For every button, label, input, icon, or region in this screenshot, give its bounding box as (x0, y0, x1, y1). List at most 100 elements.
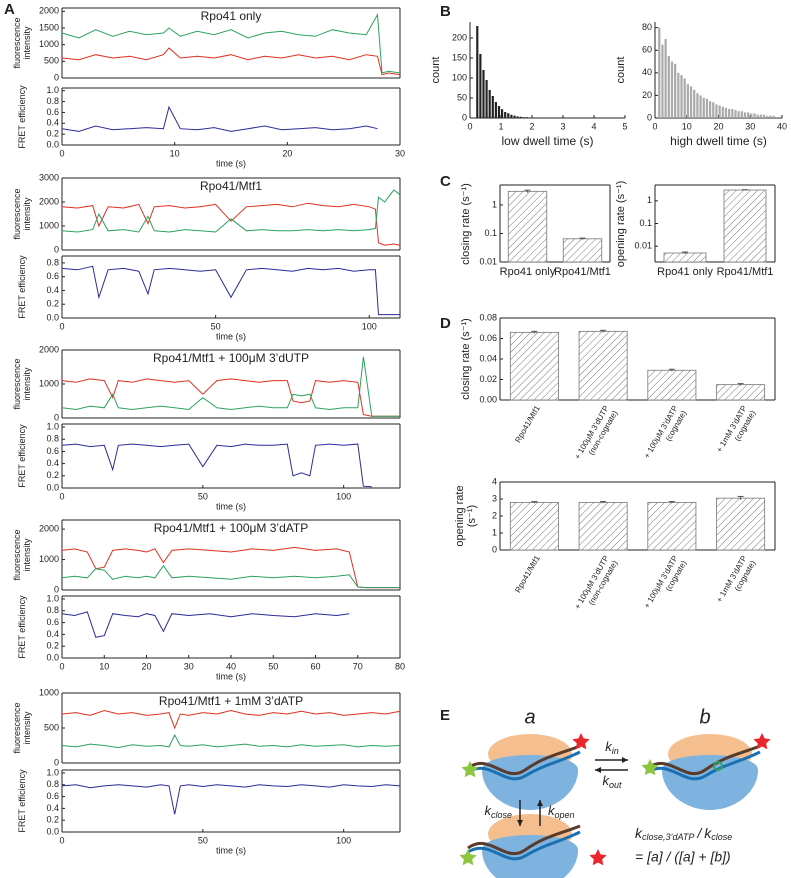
chart-title: Rpo41/Mtf1 + 1mM 3’dATP (159, 694, 303, 708)
bar (479, 54, 482, 118)
trace (61, 189, 401, 233)
bar (737, 111, 740, 118)
trace (61, 13, 401, 74)
bar (778, 116, 782, 118)
panel-label: A (4, 1, 15, 18)
x-axis-label: time (s) (216, 671, 246, 681)
plot: 0.00.2 0.4 0.6 0.8 1.0 0 10 20 30 40 50 60 70 80 time … (46, 593, 405, 681)
x-tick-label: 1 (498, 121, 503, 131)
x-tick-label: 50 (198, 835, 208, 845)
rate-label: kin (605, 739, 619, 756)
x-tick-label: 40 (226, 661, 236, 671)
bar (750, 113, 753, 118)
chart-title: Rpo41 only (201, 9, 262, 23)
y-tick-label: 0.8 (46, 434, 59, 444)
y-tick-label: 1 (647, 195, 652, 205)
state-label: a (524, 706, 535, 728)
error-bar (668, 368, 675, 372)
x-tick-label: 0 (652, 121, 657, 131)
y-tick-label: 0 (54, 757, 59, 767)
y-tick-label: 0.2 (46, 815, 59, 825)
bar (708, 101, 712, 118)
error-bar (524, 189, 531, 193)
error-bar (531, 330, 538, 334)
y-tick-label: 0 (54, 412, 59, 422)
y-tick-label: 100 (452, 72, 467, 82)
trace (61, 356, 400, 417)
x-tick-label: 20 (282, 148, 292, 158)
y-tick-label: 0.0 (46, 826, 59, 836)
bar (712, 102, 715, 118)
y-tick-label: 150 (452, 52, 467, 62)
y-tick-label: 0.08 (479, 312, 497, 322)
trace (61, 47, 401, 76)
plot: 0 1 2 3 4 (492, 476, 776, 554)
y-axis-label: opening rate (s⁻¹) (454, 485, 478, 547)
ratio-part: k (635, 825, 643, 841)
diagram: a b kin kout kclose kopen kclose,3’dATP /… (459, 706, 771, 878)
y-tick-label: 2000 (39, 344, 59, 354)
y-tick-label: 1500 (39, 22, 59, 32)
bar (743, 112, 747, 118)
y-tick-label: 0.8 (46, 257, 59, 267)
error-bar (579, 237, 586, 240)
x-tick-label: 10 (99, 661, 109, 671)
bar (667, 55, 670, 118)
bar (734, 110, 737, 118)
y-tick-label: 0.04 (479, 353, 497, 363)
bar (578, 330, 628, 401)
x-tick-label: 30 (745, 121, 755, 131)
y-tick-label: 0.8 (46, 779, 59, 789)
bar (488, 90, 491, 118)
y-tick-label: 0.0 (46, 139, 59, 149)
y-tick-label: 0.6 (46, 271, 59, 281)
y-axis-label: count (615, 56, 627, 84)
y-axis-label: FRET efficiency (17, 595, 27, 659)
x-axis-label: time (s) (216, 158, 246, 168)
bar (686, 84, 689, 118)
rate-subscript: close (491, 810, 512, 820)
bar (509, 501, 559, 551)
trace (61, 443, 372, 488)
y-tick-label: 0.2 (46, 299, 59, 309)
y-tick-label: 0.1 (639, 218, 652, 228)
bar (476, 26, 479, 118)
y-tick-label: 1 (492, 199, 497, 209)
y-tick-label: 0 (462, 112, 467, 122)
y-tick-label: 0.4 (46, 285, 59, 295)
trace (61, 733, 401, 749)
y-tick-label: 2000 (39, 6, 59, 16)
y-tick-label: 2000 (39, 524, 59, 534)
rate-label: kout (602, 773, 622, 790)
y-tick-label: 0 (54, 584, 59, 594)
y-tick-label: 0.6 (46, 446, 59, 456)
bar (485, 80, 488, 118)
bar (756, 114, 759, 118)
y-tick-label: 1000 (39, 554, 59, 564)
y-tick-label: 50 (457, 92, 467, 102)
x-tick-label: 10 (170, 148, 180, 158)
rate-symbol: k (548, 803, 556, 818)
bar (522, 117, 525, 118)
chart-title: Rpo41/Mtf1 + 100μM 3’dATP (154, 521, 308, 535)
x-tick-label: 100 (336, 835, 351, 845)
bar (716, 384, 766, 401)
plot: 0.00.20.40.60.81.0 0 10 20 30 time (s) (46, 85, 405, 168)
rate-label: kclose (484, 803, 512, 820)
bar (699, 95, 702, 118)
x-tick-label: 70 (353, 661, 363, 671)
error-bar (531, 501, 538, 504)
x-tick-label: 20 (141, 661, 151, 671)
bar (491, 96, 494, 118)
x-tick-label: 3 (560, 121, 565, 131)
rate-symbol: k (484, 803, 492, 818)
plot: 0 500 1000 1500 2000 Rpo41 only (39, 6, 401, 82)
bar (647, 369, 697, 401)
y-tick-label: 0.4 (46, 458, 59, 468)
rate-label: kopen (548, 803, 575, 820)
x-tick-label: Rpo41 only (657, 266, 713, 278)
y-tick-label: 0.0 (46, 652, 59, 662)
rate-subscript: out (609, 780, 622, 790)
bar (509, 331, 559, 401)
x-tick-label: 50 (268, 661, 278, 671)
